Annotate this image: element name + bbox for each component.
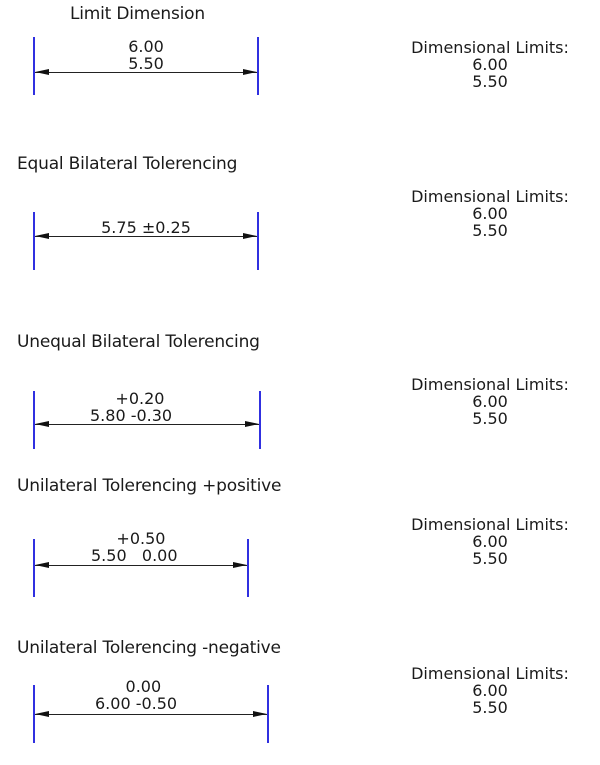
section-title: Limit Dimension <box>70 4 205 24</box>
dimension-with-tolerance-lower: 5.50 0.00 <box>91 546 178 565</box>
arrow-right-icon <box>233 562 247 568</box>
arrow-right-icon <box>243 69 257 75</box>
dimensional-limits-block: Dimensional Limits: 6.00 5.50 <box>405 516 575 567</box>
limits-upper: 6.00 <box>472 55 508 74</box>
dimension-lower-value: 5.50 <box>128 54 164 73</box>
extension-line-left <box>33 37 35 95</box>
limits-lower: 5.50 <box>472 72 508 91</box>
extension-line-left <box>33 391 35 449</box>
extension-line-right <box>267 685 269 743</box>
limits-lower: 5.50 <box>472 409 508 428</box>
arrow-left-icon <box>35 711 49 717</box>
dimensional-limits-block: Dimensional Limits: 6.00 5.50 <box>405 188 575 239</box>
dimension-with-tolerance-lower: 5.80 -0.30 <box>90 406 173 425</box>
extension-line-right <box>257 37 259 95</box>
arrow-left-icon <box>35 562 49 568</box>
limits-upper: 6.00 <box>472 392 508 411</box>
limits-upper: 6.00 <box>472 532 508 551</box>
tolerance-upper: 0.00 <box>95 677 162 696</box>
limits-lower: 5.50 <box>472 698 508 717</box>
dimension-with-tolerance-lower: 6.00 -0.50 <box>95 694 178 713</box>
dimensional-limits-block: Dimensional Limits: 6.00 5.50 <box>405 376 575 427</box>
dimension-line <box>35 424 259 425</box>
dimension-line <box>35 565 247 566</box>
section-title: Unilateral Tolerencing +positive <box>17 476 282 496</box>
arrow-right-icon <box>243 233 257 239</box>
limits-upper: 6.00 <box>472 204 508 223</box>
extension-line-right <box>247 539 249 597</box>
extension-line-left <box>33 685 35 743</box>
limits-label: Dimensional Limits: <box>411 515 569 534</box>
dimensional-limits-block: Dimensional Limits: 6.00 5.50 <box>405 665 575 716</box>
arrow-left-icon <box>35 69 49 75</box>
limits-label: Dimensional Limits: <box>411 664 569 683</box>
tolerance-upper: +0.20 <box>90 389 165 408</box>
section-title: Equal Bilateral Tolerencing <box>17 154 238 174</box>
arrow-left-icon <box>35 421 49 427</box>
arrow-right-icon <box>245 421 259 427</box>
tolerance-upper: +0.50 <box>91 529 166 548</box>
dimension-upper-value: 6.00 <box>128 37 164 56</box>
dimension-line <box>35 72 257 73</box>
limits-label: Dimensional Limits: <box>411 38 569 57</box>
limits-lower: 5.50 <box>472 549 508 568</box>
dimension-line <box>35 236 257 237</box>
limits-label: Dimensional Limits: <box>411 375 569 394</box>
dimensional-limits-block: Dimensional Limits: 6.00 5.50 <box>405 39 575 90</box>
limits-lower: 5.50 <box>472 221 508 240</box>
limits-upper: 6.00 <box>472 681 508 700</box>
dimension-value: 5.75 ±0.25 <box>101 218 191 237</box>
dimension-line <box>35 714 267 715</box>
extension-line-left <box>33 212 35 270</box>
limits-label: Dimensional Limits: <box>411 187 569 206</box>
extension-line-right <box>259 391 261 449</box>
extension-line-right <box>257 212 259 270</box>
section-title: Unilateral Tolerencing -negative <box>17 638 281 658</box>
section-title: Unequal Bilateral Tolerencing <box>17 332 260 352</box>
extension-line-left <box>33 539 35 597</box>
arrow-right-icon <box>253 711 267 717</box>
arrow-left-icon <box>35 233 49 239</box>
